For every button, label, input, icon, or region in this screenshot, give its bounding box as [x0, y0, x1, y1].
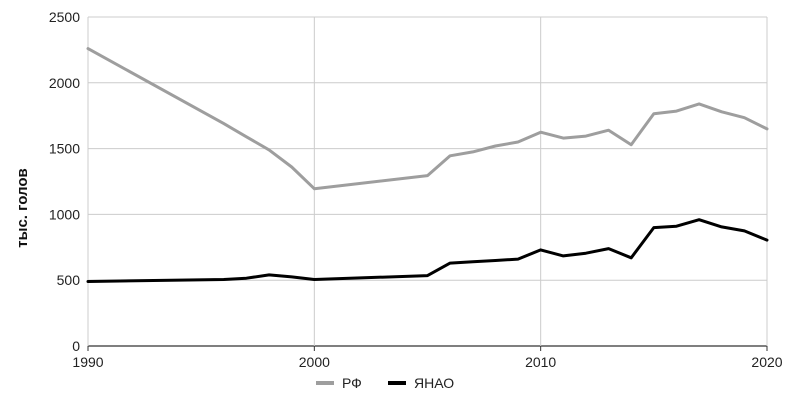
- x-tick-label-1990: 1990: [72, 354, 103, 370]
- chart-grid: [87, 16, 768, 347]
- y-axis-label: тыс. голов: [14, 168, 31, 247]
- legend-label-2: ЯНАО: [414, 375, 454, 391]
- series-line-2: [86, 218, 769, 283]
- chart-series: [86, 47, 769, 283]
- chart-axes: 0 500 1000 1500 2000 2500 1990 2000 2010 2020: [49, 9, 783, 370]
- y-tick-label-500: 500: [57, 272, 81, 288]
- x-tick-label-2000: 2000: [299, 354, 330, 370]
- legend-label-1: РФ: [342, 375, 362, 391]
- y-tick-label-2500: 2500: [49, 9, 80, 25]
- y-tick-label-2000: 2000: [49, 75, 80, 91]
- chart-legend: РФ ЯНАО: [316, 375, 454, 391]
- y-tick-label-1500: 1500: [49, 141, 80, 157]
- y-tick-label-0: 0: [72, 338, 80, 354]
- series-line-1: [86, 47, 769, 191]
- y-tick-label-1000: 1000: [49, 206, 80, 222]
- x-tick-label-2010: 2010: [525, 354, 556, 370]
- x-tick-label-2020: 2020: [751, 354, 782, 370]
